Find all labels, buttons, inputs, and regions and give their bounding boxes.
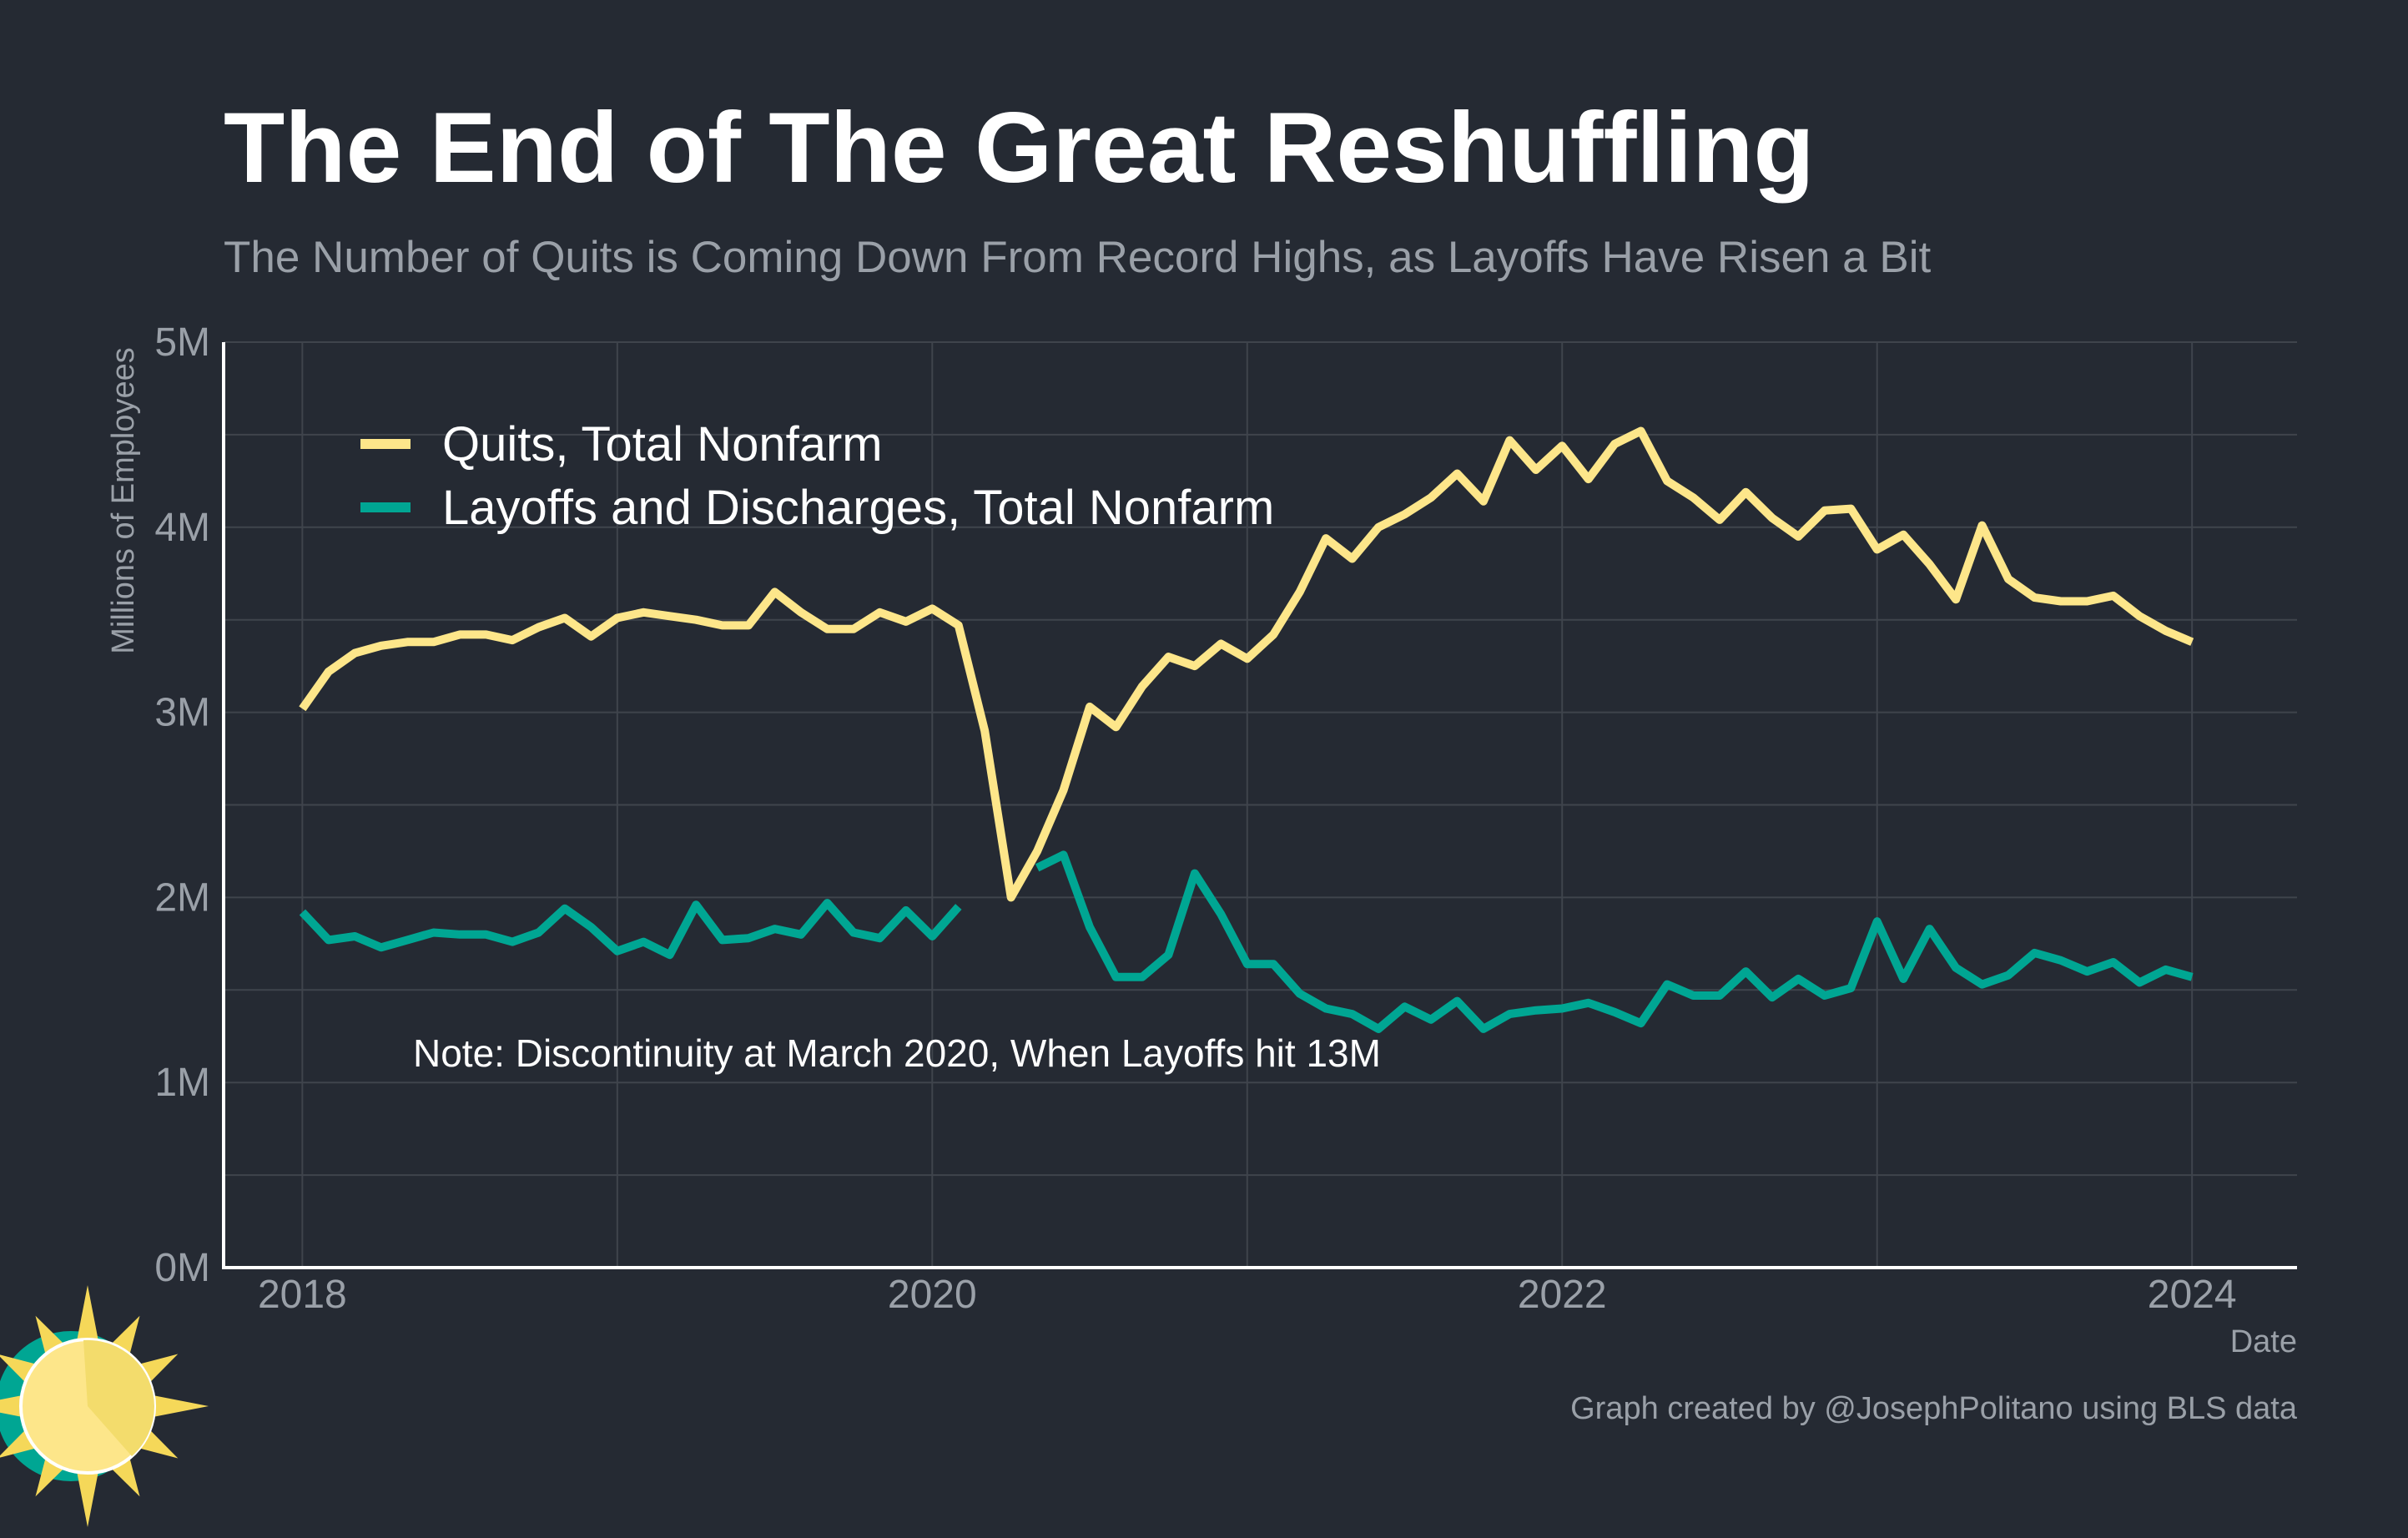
chart-title: The End of The Great Reshuffling	[224, 92, 1815, 204]
y-tick-label: 2M	[154, 875, 210, 920]
legend: Quits, Total Nonfarm Layoffs and Discharg…	[360, 417, 1274, 535]
x-tick-label: 2022	[1518, 1273, 1607, 1317]
y-tick-label: 1M	[154, 1061, 210, 1105]
x-tick-label: 2018	[258, 1273, 347, 1317]
y-tick-labels: 0M 1M 2M 3M 4M 5M	[154, 320, 210, 1290]
sun-ray	[76, 1470, 99, 1527]
y-axis-label: Millions of Employees	[106, 347, 141, 653]
source-credit: Graph created by @JosephPolitano using B…	[1570, 1391, 2298, 1426]
x-tick-label: 2024	[2148, 1273, 2237, 1317]
x-tick-label: 2020	[888, 1273, 977, 1317]
axes	[222, 342, 2297, 1269]
y-tick-label: 0M	[154, 1246, 210, 1290]
sun-ray	[76, 1285, 99, 1343]
chart-annotation: Note: Discontinuity at March 2020, When …	[413, 1031, 1381, 1075]
sun-logo-icon	[0, 1285, 209, 1527]
y-tick-label: 5M	[154, 320, 210, 365]
sun-ray	[151, 1394, 209, 1418]
series-line-1	[299, 899, 962, 960]
series-line-0	[299, 426, 2194, 902]
sun-ray	[0, 1394, 24, 1418]
x-axis-label: Date	[2230, 1324, 2297, 1359]
legend-label: Quits, Total Nonfarm	[442, 417, 883, 471]
series-lines	[299, 426, 2194, 1033]
y-tick-label: 3M	[154, 691, 210, 735]
series-line-1	[1035, 850, 2194, 1033]
y-tick-label: 4M	[154, 506, 210, 550]
grid	[224, 341, 2297, 1268]
x-tick-labels: 2018 2020 2022 2024	[258, 1273, 2237, 1317]
legend-label: Layoffs and Discharges, Total Nonfarm	[442, 481, 1274, 535]
chart-subtitle: The Number of Quits is Coming Down From …	[224, 233, 1931, 282]
